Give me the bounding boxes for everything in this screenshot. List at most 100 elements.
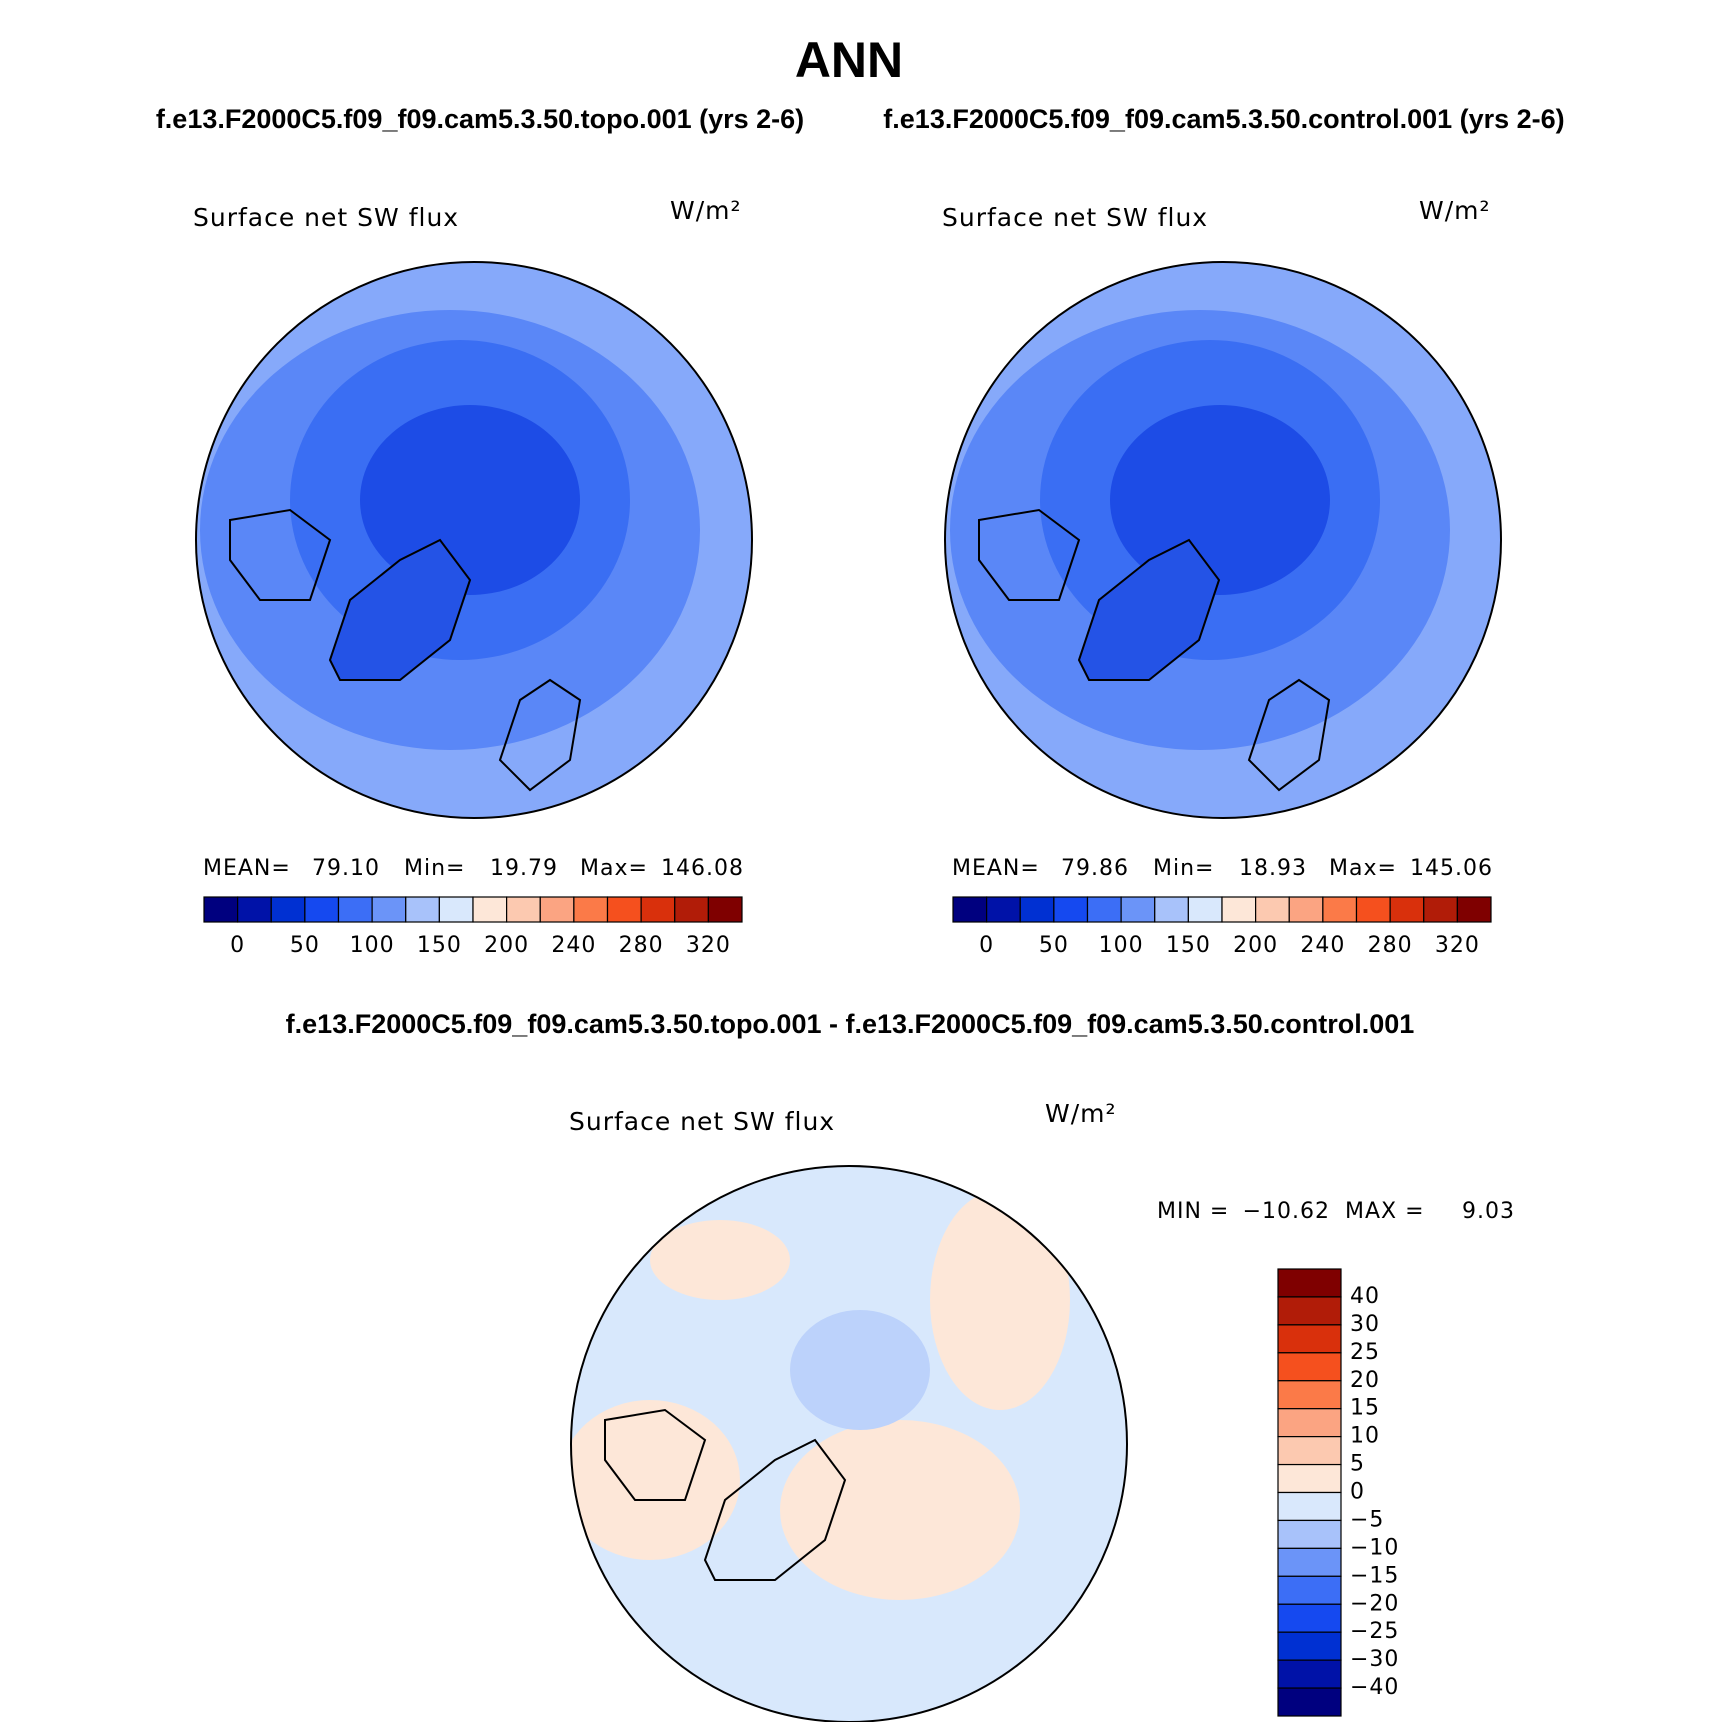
map	[196, 262, 752, 818]
colorbar-box	[1456, 896, 1492, 923]
colorbar-box	[1277, 1408, 1342, 1438]
units: W/m²	[1045, 1099, 1117, 1128]
colorbar-label: −20	[1350, 1591, 1399, 1616]
colorbar-label: 40	[1350, 1284, 1380, 1309]
colorbar-box	[405, 896, 440, 923]
colorbar-box	[606, 896, 642, 923]
colorbar-label: 240	[1300, 933, 1345, 958]
colorbar-label: −25	[1350, 1619, 1399, 1644]
colorbar-label: 25	[1350, 1340, 1380, 1365]
colorbar-box	[506, 896, 541, 923]
colorbar-box	[1277, 1380, 1342, 1410]
variable-name: Surface net SW flux	[193, 203, 459, 232]
case-title: f.e13.F2000C5.f09_f09.cam5.3.50.control.…	[883, 104, 1564, 134]
colorbar-box	[1277, 1324, 1342, 1354]
stat-text: MIN =	[1157, 1199, 1229, 1224]
colorbar-label: 0	[1350, 1480, 1365, 1505]
colorbar-box	[1277, 1352, 1342, 1382]
colorbar-label: 200	[484, 933, 529, 958]
colorbar-label: −5	[1350, 1507, 1384, 1532]
colorbar-box	[1277, 1268, 1342, 1298]
colorbar-label: 15	[1350, 1396, 1380, 1421]
difference-title: f.e13.F2000C5.f09_f09.cam5.3.50.topo.001…	[286, 1009, 1415, 1039]
colorbar-box	[1355, 896, 1391, 923]
colorbar-box	[1277, 1687, 1342, 1717]
map	[571, 1166, 1127, 1722]
units: W/m²	[1419, 196, 1491, 225]
colorbar-box	[237, 896, 272, 923]
colorbar-box	[1019, 896, 1055, 923]
stat-text: 79.86	[1061, 856, 1129, 881]
colorbar-box	[1277, 1547, 1342, 1577]
colorbar-box	[1187, 896, 1223, 923]
colorbar-label: 20	[1350, 1368, 1380, 1393]
colorbar-box	[1154, 896, 1189, 923]
colorbar-box	[337, 896, 373, 923]
colorbar-box	[1053, 896, 1089, 923]
units: W/m²	[670, 196, 742, 225]
colorbar-label: −10	[1350, 1535, 1399, 1560]
colorbar-label: 10	[1350, 1424, 1380, 1449]
colorbar-label: 100	[1099, 933, 1144, 958]
colorbar-label: 30	[1350, 1312, 1380, 1337]
colorbar-box	[1277, 1463, 1342, 1494]
case-title: f.e13.F2000C5.f09_f09.cam5.3.50.topo.001…	[156, 104, 804, 134]
colorbar-box	[1277, 1436, 1342, 1466]
colorbar-label: 5	[1350, 1452, 1365, 1477]
figure-title: ANN	[795, 32, 903, 88]
colorbar-label: 320	[686, 933, 731, 958]
colorbar-label: 320	[1435, 933, 1480, 958]
variable-name: Surface net SW flux	[569, 1107, 835, 1136]
colorbar-label: 50	[290, 933, 320, 958]
colorbar-label: −30	[1350, 1647, 1399, 1672]
stat-text: 79.10	[312, 856, 380, 881]
colorbar-box	[640, 896, 676, 923]
stat-text: 9.03	[1462, 1199, 1515, 1224]
stat-text: −10.62	[1243, 1199, 1330, 1224]
colorbar-box	[1120, 896, 1156, 923]
stat-text: 145.06	[1410, 856, 1493, 881]
colorbar-box	[1086, 896, 1122, 923]
colorbar-box	[1277, 1631, 1342, 1661]
colorbar-box	[986, 896, 1021, 923]
colorbar-box	[1277, 1603, 1342, 1633]
map-border	[195, 261, 753, 819]
stat-text: MEAN=	[952, 856, 1040, 881]
colorbar-box	[1221, 896, 1257, 923]
colorbar-label: −15	[1350, 1563, 1399, 1588]
colorbar-box	[539, 896, 575, 923]
colorbar-box	[304, 896, 340, 923]
map-border	[570, 1165, 1128, 1722]
colorbar-box	[1277, 1575, 1342, 1605]
colorbar-label: 100	[350, 933, 395, 958]
colorbar-label: 150	[417, 933, 462, 958]
colorbar-box	[203, 896, 239, 923]
stat-text: Min=	[404, 856, 465, 881]
colorbar-box	[1255, 896, 1290, 923]
stat-text: Max=	[1329, 856, 1397, 881]
stat-text: Min=	[1153, 856, 1214, 881]
stat-text: MAX =	[1345, 1199, 1425, 1224]
colorbar-box	[371, 896, 407, 923]
colorbar-box	[438, 896, 474, 923]
map	[945, 262, 1501, 818]
colorbar-box	[1277, 1519, 1342, 1549]
colorbar-box	[472, 896, 508, 923]
colorbar-box	[270, 896, 306, 923]
stat-text: Max=	[580, 856, 648, 881]
colorbar-label: 50	[1039, 933, 1069, 958]
variable-name: Surface net SW flux	[942, 203, 1208, 232]
colorbar-box	[707, 896, 743, 923]
colorbar-box	[952, 896, 988, 923]
colorbar-label: 150	[1166, 933, 1211, 958]
colorbar-box	[573, 896, 609, 923]
colorbar-box	[1423, 896, 1458, 923]
colorbar-label: 0	[979, 933, 994, 958]
colorbar-box	[1277, 1659, 1342, 1689]
colorbar-box	[1288, 896, 1324, 923]
colorbar-label: 240	[551, 933, 596, 958]
colorbar-box	[1277, 1491, 1342, 1522]
colorbar-box	[1277, 1296, 1342, 1326]
stat-text: MEAN=	[203, 856, 291, 881]
